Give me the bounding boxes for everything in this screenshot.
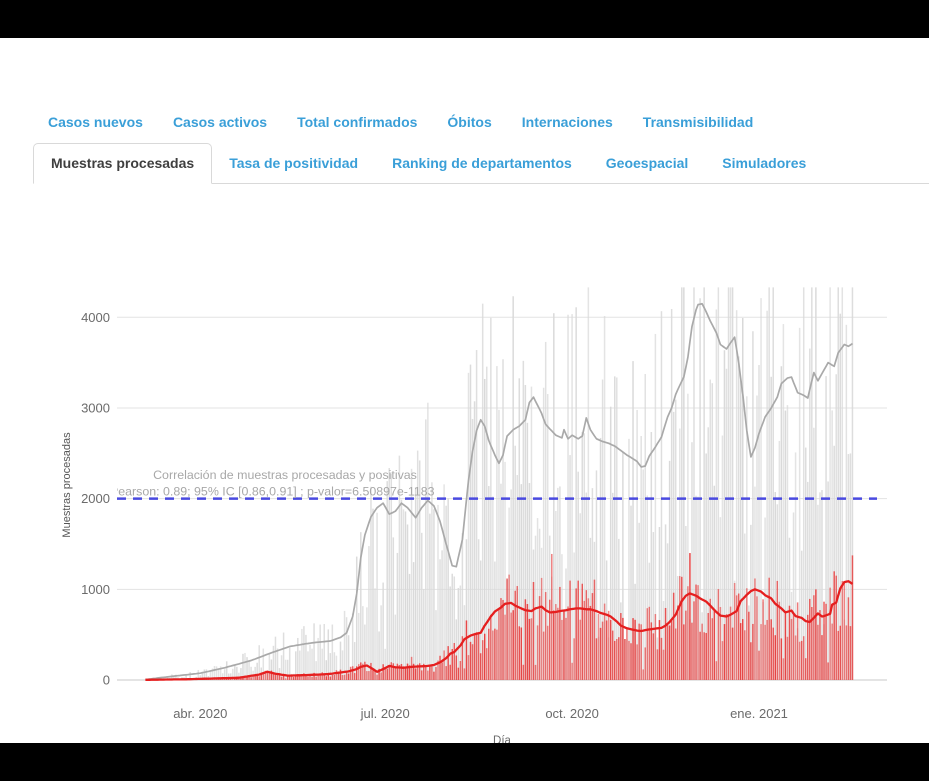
- tab-internaciones[interactable]: Internaciones: [521, 114, 613, 130]
- x-tick-label: oct. 2020: [545, 706, 599, 721]
- tab-obitos[interactable]: Óbitos: [447, 114, 492, 130]
- annotation-line2: Pearson: 0.89; 95% IC [0.86,0.91] ; p-va…: [110, 485, 435, 499]
- tab-muestras-procesadas[interactable]: Muestras procesadas: [33, 143, 213, 184]
- tab-tasa-de-positividad[interactable]: Tasa de positividad: [229, 155, 359, 171]
- tab-casos-activos[interactable]: Casos activos: [172, 114, 268, 130]
- tab-total-confirmados[interactable]: Total confirmados: [297, 114, 418, 130]
- y-tick-label: 4000: [81, 310, 110, 325]
- tab-casos-nuevos[interactable]: Casos nuevos: [48, 114, 143, 130]
- y-tick-label: 0: [103, 673, 110, 688]
- annotation-line1: Correlación de muestras procesadas y pos…: [153, 468, 417, 482]
- y-tick-label: 3000: [81, 400, 110, 415]
- top-letterbox-bar: [0, 0, 929, 38]
- tab-bar-primary: Casos nuevos Casos activos Total confirmad…: [33, 106, 929, 138]
- x-tick-label: ene. 2021: [730, 706, 788, 721]
- tab-ranking-de-departamentos[interactable]: Ranking de departamentos: [392, 155, 572, 171]
- y-tick-label: 1000: [81, 582, 110, 597]
- muestras-procesadas-chart: 0 1000 2000 3000 4000 abr. 2020 jul. 2020 oct. …: [61, 287, 887, 747]
- x-tick-label: abr. 2020: [173, 706, 227, 721]
- bottom-letterbox-bar: [0, 743, 929, 781]
- tab-geoespacial[interactable]: Geoespacial: [605, 155, 689, 171]
- line-muestras-positivas-media: [145, 580, 854, 681]
- tab-bar-secondary: Muestras procesadas Tasa de positividad Ra…: [33, 143, 929, 184]
- y-axis-title: Muestras procesadas: [61, 432, 73, 538]
- dashboard-panel: Casos nuevos Casos activos Total confirmad…: [0, 38, 929, 747]
- tab-transmisibilidad[interactable]: Transmisibilidad: [642, 114, 754, 130]
- y-tick-label: 2000: [81, 491, 110, 506]
- x-tick-label: jul. 2020: [360, 706, 410, 721]
- tab-simuladores[interactable]: Simuladores: [722, 155, 807, 171]
- line-muestras-procesadas-media: [145, 302, 853, 681]
